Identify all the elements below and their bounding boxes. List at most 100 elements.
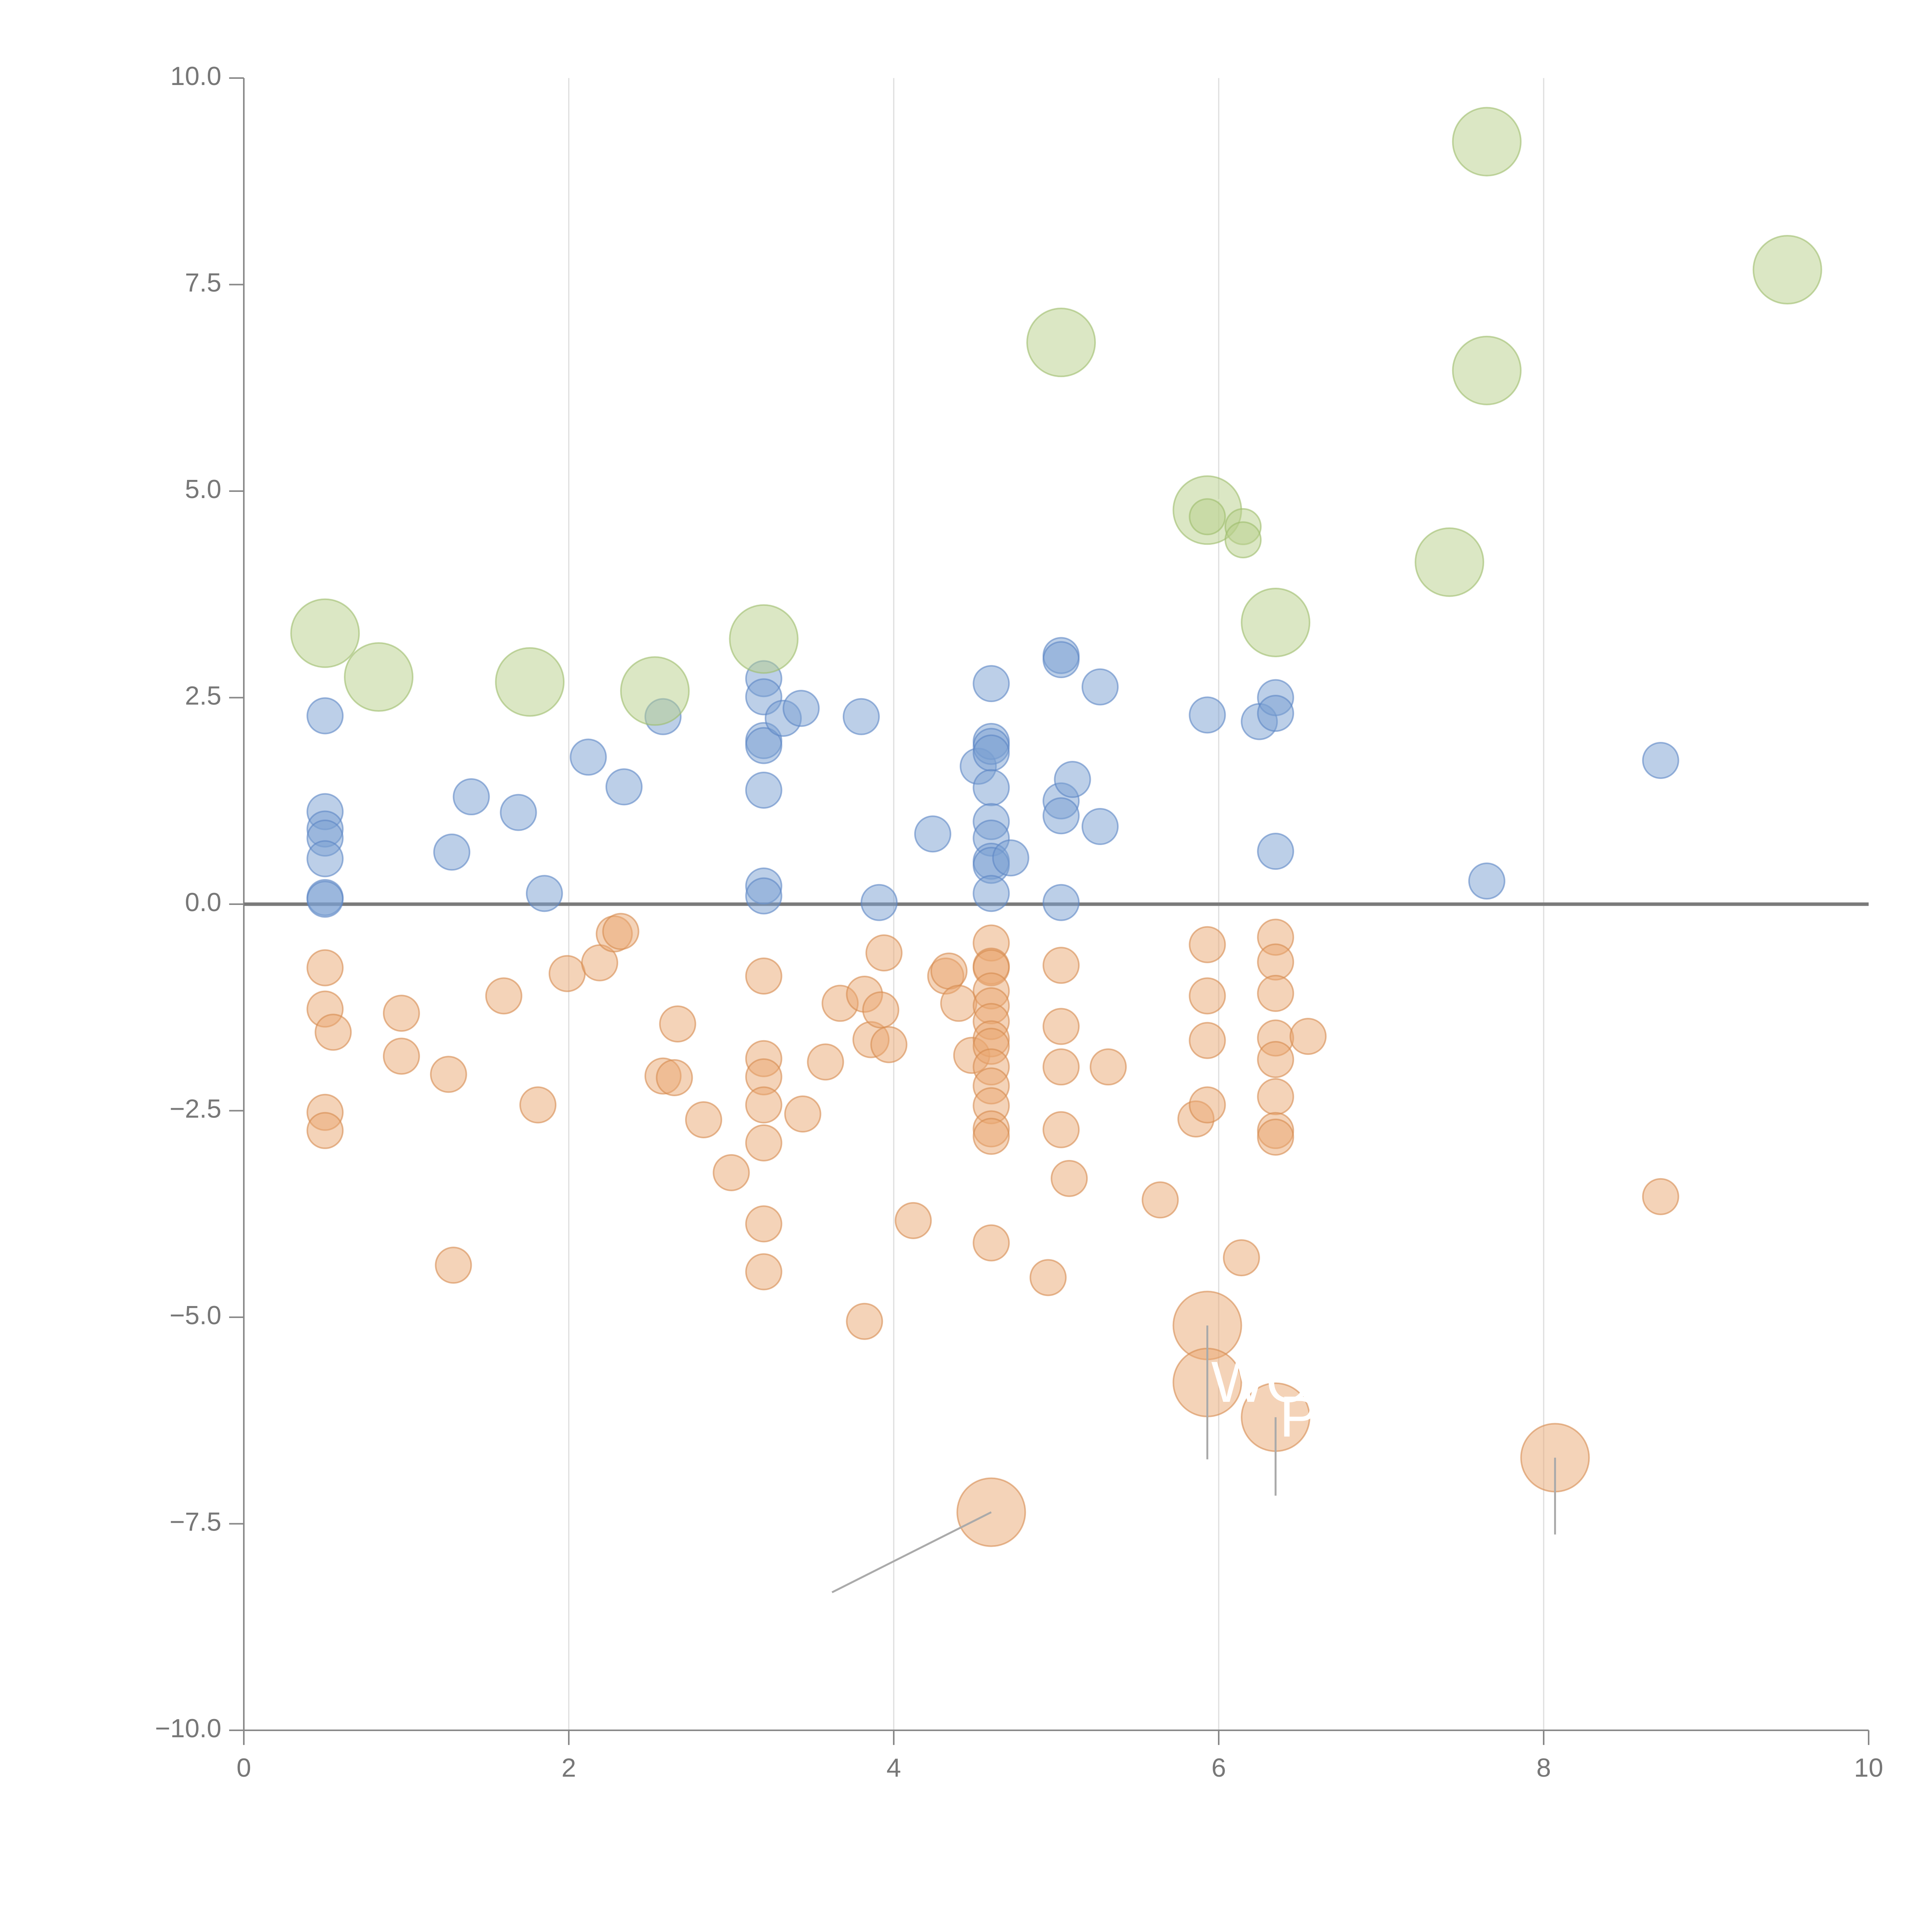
data-point-positive [1642,742,1679,779]
annotation-label: PEA [1279,1384,1395,1449]
data-point-negative [1223,1239,1260,1277]
data-point-negative [846,1303,883,1340]
x-tick-label: 2 [561,1753,576,1782]
data-point-positive [1082,668,1119,706]
data-point-negative [1189,977,1226,1015]
leader-lines [330,133,1788,717]
data-point-negative [659,1005,696,1043]
data-point-positive [433,833,471,871]
data-point-negative [1051,1160,1088,1197]
data-point-positive [861,884,898,921]
data-point-negative [1257,1078,1294,1116]
data-point-negative [1090,1048,1127,1086]
data-point-positive [1043,884,1080,921]
data-point-highlighted-high [1241,587,1311,657]
data-point-positive [605,768,643,806]
data-point-positive [1468,862,1505,900]
data-point-positive [914,815,951,853]
y-tick-label: −2.5 [170,1094,221,1123]
data-point-highlighted-high-small [1189,498,1226,536]
data-point-negative [1257,1118,1294,1156]
data-point-positive [500,794,537,831]
data-point-positive [1043,641,1080,679]
x-tick-label: 0 [236,1753,251,1782]
tick-labels: 10.0 7.5 5.0 2.5 0.0 −2.5 −5.0 −7.5 −10.0 0 2 4 6 8 10 [155,61,1883,1782]
data-point-negative [745,1124,782,1162]
x-tick-label: 6 [1211,1753,1226,1782]
y-tick-label: 7.5 [185,268,221,297]
data-point-negative [862,991,900,1029]
data-point-negative [383,1037,420,1075]
data-point-negative [870,1026,908,1063]
y-tick-label: 0.0 [185,888,221,917]
data-point-highlighted-high [1452,107,1522,177]
data-point-negative [315,1014,352,1051]
data-point-negative [1257,975,1294,1012]
data-point-negative [1043,1008,1080,1045]
data-point-positive [1082,808,1119,845]
data-point-negative [1141,1181,1179,1219]
data-point-negative [485,977,522,1015]
data-point-negative [940,985,978,1022]
data-point-positive [973,769,1010,806]
y-tick-label: 5.0 [185,474,221,504]
x-tick-label: 10 [1854,1753,1883,1782]
data-point-highlighted-high-small [1225,521,1262,559]
data-points [290,107,1822,1547]
data-point-negative [306,1112,344,1149]
data-point-highlighted-high [1026,308,1096,378]
data-point-positive [745,877,782,915]
data-point-positive [973,665,1010,702]
data-point-positive [306,840,344,878]
data-point-negative [430,1056,467,1093]
annotation-label: WOR [1211,1349,1353,1414]
data-point-highlighted-high [620,656,690,726]
data-point-highlighted-high [290,598,360,668]
data-point-negative [548,955,586,992]
data-point-negative [1189,926,1226,963]
y-tick-label: 10.0 [170,61,221,91]
data-point-negative [973,1117,1010,1155]
data-point-positive [306,697,344,735]
data-point-negative [656,1059,693,1096]
data-point-positive [745,727,782,764]
data-point-highlighted-high [495,647,565,717]
data-point-positive [1054,761,1091,798]
data-point-negative [807,1043,844,1081]
data-point-positive [452,778,490,816]
data-point-highlighted-high [1415,527,1485,597]
data-point-negative [784,1095,821,1133]
data-point-negative [865,934,903,972]
x-tick-label: 8 [1536,1753,1551,1782]
data-point-positive [842,698,880,735]
data-point-positive [992,839,1029,877]
data-point-highlighted-high [729,604,799,674]
data-point-negative [745,1205,782,1243]
data-point-positive [745,771,782,809]
data-point-negative [1043,1048,1080,1086]
data-point-negative [1257,943,1294,981]
data-point-negative [602,913,639,950]
data-point-negative [685,1101,723,1139]
data-point-highlighted-high [344,642,414,712]
data-point-negative [895,1202,932,1239]
data-point-negative [1043,947,1080,984]
data-point-positive [306,881,344,918]
data-point-negative [713,1154,750,1191]
data-point-positive [782,690,820,727]
data-point-negative [435,1247,472,1284]
data-point-positive [1043,797,1080,835]
data-point-positive [1257,695,1294,732]
data-point-positive [526,875,563,912]
x-tick-label: 4 [886,1753,901,1782]
data-point-negative [1189,1086,1226,1124]
data-point-negative [519,1086,557,1124]
data-point-negative [745,1086,782,1124]
data-point-positive [1189,696,1226,734]
data-point-positive [1257,833,1294,870]
data-point-negative [1257,1041,1294,1078]
data-point-highlighted-high [1752,235,1822,305]
data-point-negative [1642,1178,1679,1215]
